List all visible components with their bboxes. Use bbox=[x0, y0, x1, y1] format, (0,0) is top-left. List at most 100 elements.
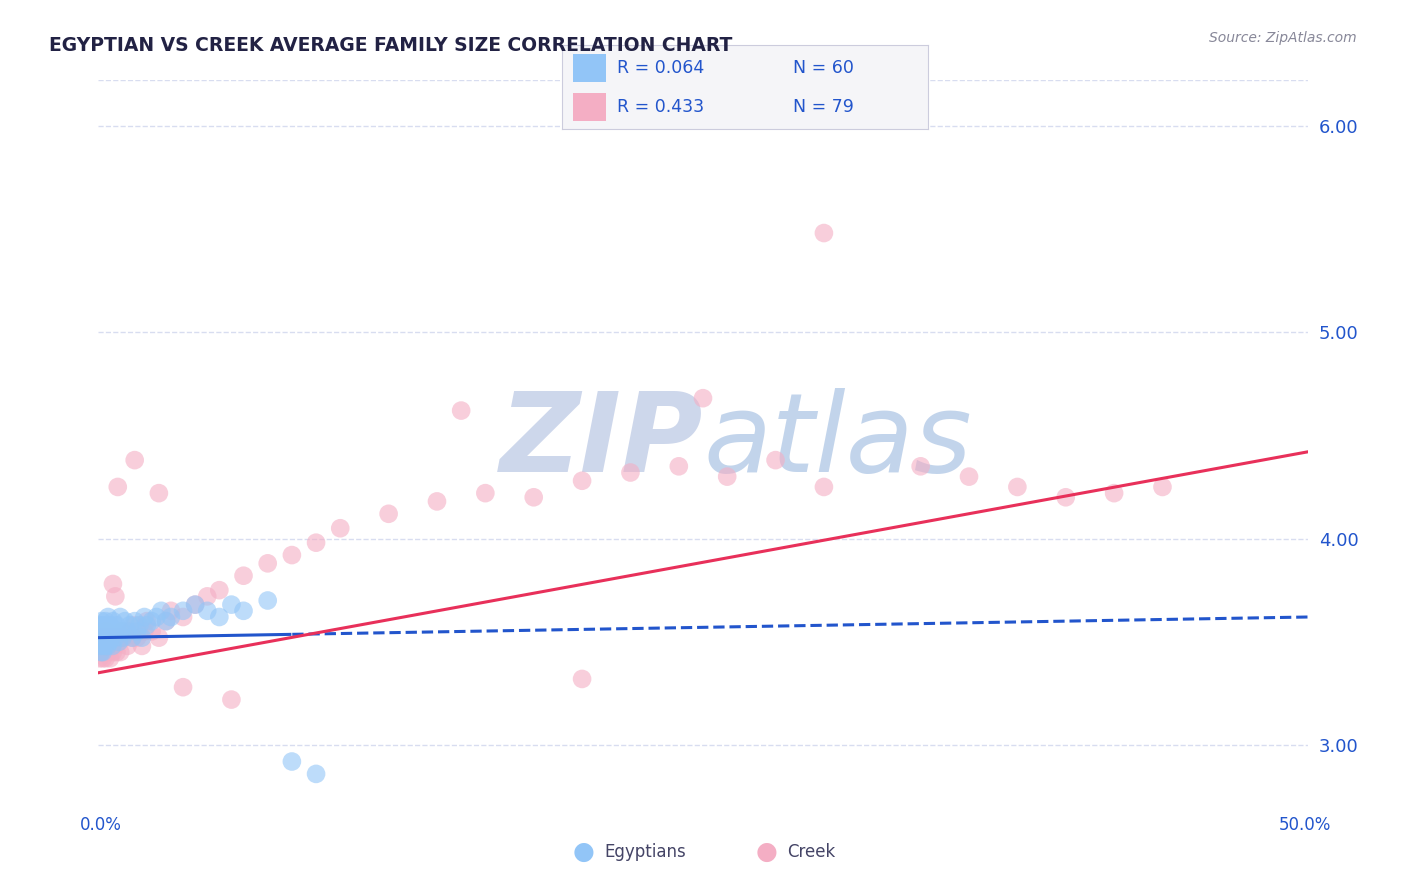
Point bbox=[93, 631, 115, 645]
Point bbox=[150, 604, 173, 618]
Point bbox=[426, 494, 449, 508]
Point bbox=[135, 614, 157, 628]
Text: 0.0%: 0.0% bbox=[80, 816, 122, 834]
Point bbox=[523, 490, 546, 504]
Point bbox=[108, 610, 131, 624]
Text: Egyptians: Egyptians bbox=[605, 843, 686, 861]
Point bbox=[141, 614, 163, 628]
Point bbox=[121, 631, 143, 645]
Point bbox=[107, 480, 129, 494]
Point bbox=[281, 548, 304, 562]
Point bbox=[97, 639, 120, 653]
Point bbox=[94, 639, 117, 653]
Point bbox=[668, 459, 690, 474]
Point bbox=[111, 624, 134, 639]
Point bbox=[105, 618, 128, 632]
Point bbox=[118, 618, 141, 632]
Point bbox=[90, 614, 112, 628]
Point bbox=[160, 604, 183, 618]
Point bbox=[98, 651, 121, 665]
Point bbox=[91, 645, 114, 659]
Point bbox=[256, 593, 278, 607]
Point bbox=[100, 631, 122, 645]
Text: 50.0%: 50.0% bbox=[1278, 816, 1331, 834]
Point bbox=[97, 634, 120, 648]
Point bbox=[131, 639, 153, 653]
Point bbox=[110, 624, 132, 639]
Point bbox=[221, 692, 243, 706]
Point bbox=[104, 639, 127, 653]
Point bbox=[141, 624, 163, 639]
Point bbox=[160, 610, 183, 624]
Point bbox=[108, 645, 131, 659]
Point bbox=[101, 614, 124, 628]
Point bbox=[124, 453, 146, 467]
Point bbox=[135, 618, 157, 632]
Point bbox=[105, 645, 128, 659]
Text: EGYPTIAN VS CREEK AVERAGE FAMILY SIZE CORRELATION CHART: EGYPTIAN VS CREEK AVERAGE FAMILY SIZE CO… bbox=[49, 36, 733, 54]
Point bbox=[108, 634, 131, 648]
Text: N = 79: N = 79 bbox=[793, 98, 853, 116]
Point bbox=[221, 598, 243, 612]
Point bbox=[100, 624, 122, 639]
Point bbox=[107, 624, 129, 639]
Point bbox=[90, 631, 112, 645]
Point bbox=[108, 634, 131, 648]
Point bbox=[571, 672, 593, 686]
Point bbox=[195, 604, 218, 618]
Point bbox=[104, 631, 127, 645]
Point bbox=[91, 651, 114, 665]
Point bbox=[134, 624, 156, 639]
Point bbox=[128, 624, 150, 639]
Point bbox=[97, 631, 120, 645]
Text: R = 0.064: R = 0.064 bbox=[617, 59, 704, 77]
Text: ●: ● bbox=[755, 840, 778, 863]
Point bbox=[89, 624, 111, 639]
Point bbox=[127, 624, 149, 639]
Point bbox=[377, 507, 399, 521]
Point bbox=[256, 557, 278, 571]
Point bbox=[91, 639, 114, 653]
Point bbox=[89, 639, 111, 653]
Point bbox=[957, 469, 980, 483]
Point bbox=[155, 614, 177, 628]
Point bbox=[89, 631, 111, 645]
Point bbox=[107, 631, 129, 645]
Point bbox=[89, 651, 111, 665]
Point bbox=[91, 639, 114, 653]
Point bbox=[127, 631, 149, 645]
Text: ZIP: ZIP bbox=[499, 388, 703, 495]
Point bbox=[117, 624, 139, 639]
Point bbox=[96, 624, 118, 639]
Point bbox=[98, 639, 121, 653]
Point bbox=[184, 598, 207, 612]
Point bbox=[145, 610, 167, 624]
Point bbox=[100, 639, 122, 653]
Point bbox=[474, 486, 496, 500]
Point bbox=[450, 403, 472, 417]
Point bbox=[305, 767, 328, 781]
Point bbox=[172, 604, 194, 618]
Point bbox=[148, 631, 170, 645]
Point bbox=[208, 583, 231, 598]
Point bbox=[96, 624, 118, 639]
Point bbox=[232, 568, 254, 582]
Point bbox=[692, 391, 714, 405]
Text: N = 60: N = 60 bbox=[793, 59, 853, 77]
Point bbox=[90, 645, 112, 659]
Bar bbox=[574, 93, 606, 120]
Point bbox=[101, 577, 124, 591]
Text: Creek: Creek bbox=[787, 843, 835, 861]
Point bbox=[97, 645, 120, 659]
Point bbox=[281, 755, 304, 769]
Point bbox=[93, 645, 115, 659]
Point bbox=[100, 631, 122, 645]
Point bbox=[90, 645, 112, 659]
Text: atlas: atlas bbox=[703, 388, 972, 495]
Point bbox=[1102, 486, 1125, 500]
Point bbox=[208, 610, 231, 624]
Point bbox=[910, 459, 932, 474]
Point bbox=[329, 521, 352, 535]
Point bbox=[117, 639, 139, 653]
Point bbox=[103, 624, 125, 639]
